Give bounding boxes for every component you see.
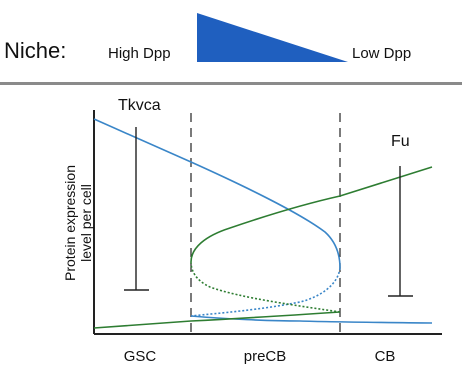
tkvca-curve-upper bbox=[93, 118, 341, 269]
dpp-gradient-wedge bbox=[197, 13, 348, 62]
header-divider bbox=[0, 82, 462, 85]
stage-label-cb: CB bbox=[374, 348, 396, 365]
fu-curve-upper bbox=[190, 166, 433, 263]
low-dpp-label: Low Dpp bbox=[352, 45, 412, 62]
tkvca-curve-unstable bbox=[190, 267, 341, 317]
tkvca-label: Tkvca bbox=[118, 97, 161, 114]
niche-label: Niche: bbox=[4, 38, 67, 63]
fu-curve-lower bbox=[93, 311, 341, 329]
stage-label-precb: preCB bbox=[243, 348, 287, 365]
y-axis-label-line2: level per cell bbox=[78, 184, 94, 262]
y-axis-label: Protein expression level per cell bbox=[62, 165, 94, 281]
fu-curve-unstable bbox=[190, 261, 341, 313]
stage-label-gsc: GSC bbox=[123, 348, 157, 365]
y-axis-label-line1: Protein expression bbox=[62, 165, 78, 281]
fu-label: Fu bbox=[391, 133, 410, 150]
high-dpp-label: High Dpp bbox=[108, 45, 171, 62]
